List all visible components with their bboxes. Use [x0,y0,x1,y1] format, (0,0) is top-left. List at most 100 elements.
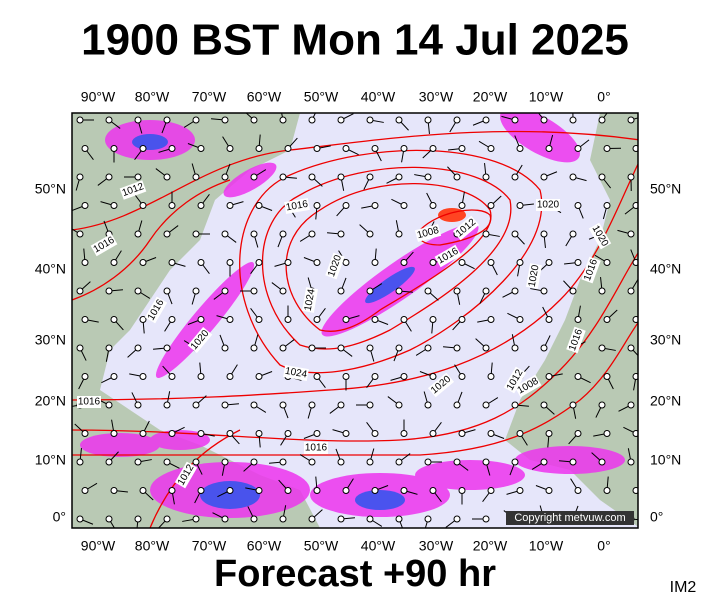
barb-station [395,515,403,523]
longitude-label-bottom: 40°W [361,538,396,554]
barb-station [366,344,374,352]
barb-station [250,230,258,238]
longitude-label-bottom: 70°W [192,538,227,554]
longitude-label-bottom: 90°W [81,538,116,554]
barb-station [511,344,519,352]
barb-station [545,430,553,437]
barb-station [516,316,524,323]
barb-station [192,287,200,295]
barb-station [569,287,577,295]
isobar-label: 1020 [536,199,560,211]
barb-station [110,145,118,152]
barb-station [453,515,461,523]
barb-station [429,373,437,380]
barb-station [482,401,490,409]
barb-station [76,116,84,124]
barb-station [400,316,408,323]
barb-station [545,316,553,323]
isobar-label-text: 1016 [285,199,309,214]
barb-station [313,487,321,494]
barb-station [308,173,316,181]
barb-station [545,259,553,266]
barb-station [284,487,292,494]
barb-station [105,515,113,523]
barb-station [163,173,171,181]
barb-station [540,287,548,295]
barb-station [487,259,495,266]
barb-station [308,458,316,466]
barb-station [400,202,408,209]
barb-station [226,316,234,323]
barb-station [627,401,635,409]
barb-station [313,202,321,209]
isobar-label: 1020 [526,263,542,289]
barb-station [284,430,292,437]
barb-station [134,344,142,352]
barb-station [226,145,234,152]
isobar-label-bg [90,233,118,257]
barb-station [255,316,263,323]
barb-station [458,487,466,494]
barb-station [308,401,316,409]
barb-station [279,230,287,238]
barb-station [163,401,171,409]
latitude-label-right: 40°N [650,261,681,277]
barb-station [255,487,263,494]
barb-station [337,401,345,409]
barb-station [192,458,200,466]
barb-station [569,173,577,181]
barb-station [574,316,582,323]
barb-station [105,401,113,409]
barb-station [487,202,495,209]
barb-station [197,259,205,266]
barb-station [284,316,292,323]
barb-station [632,316,638,323]
copyright-box [506,511,634,525]
barb-station [598,458,606,466]
barb-station [395,116,403,124]
isobar-label-text: 1024 [284,366,308,381]
latitude-label-left: 50°N [35,181,66,197]
barb-station [337,116,345,124]
barb-station [487,316,495,323]
barb-station [110,487,118,494]
barb-station [598,344,606,352]
barb-station [221,401,229,409]
isobar-label-bg [174,461,198,489]
barb-station [482,287,490,295]
barb-station [453,458,461,466]
barb-station [395,287,403,295]
barb-station [134,287,142,295]
isobar-label: 1016 [304,442,328,454]
barb-station [279,116,287,124]
isobar-label-text: 1016 [305,443,328,454]
barb-station [627,230,635,238]
barb-station [255,430,263,437]
barb-station [366,458,374,466]
barb-station [134,515,142,523]
barb-station [424,401,432,409]
barb-station [139,259,147,266]
isobar-label-bg [77,396,101,408]
barb-station [511,287,519,295]
barb-station [139,316,147,323]
barb-station [168,259,176,266]
barb-station [168,145,176,152]
barb-station [371,202,379,209]
barb-station [221,515,229,523]
isobar-label-bg [304,442,328,454]
isobar-label-bg [503,366,527,394]
barb-station [366,173,374,181]
longitude-label-top: 20°W [473,89,508,105]
barb-station [366,287,374,295]
barb-station [105,344,113,352]
barb-station [81,487,89,494]
barb-station [395,230,403,238]
barb-station [429,202,437,209]
barb-station [545,487,553,494]
barb-station [632,259,638,266]
barb-station [574,259,582,266]
map-area [72,113,638,528]
barb-station [598,401,606,409]
